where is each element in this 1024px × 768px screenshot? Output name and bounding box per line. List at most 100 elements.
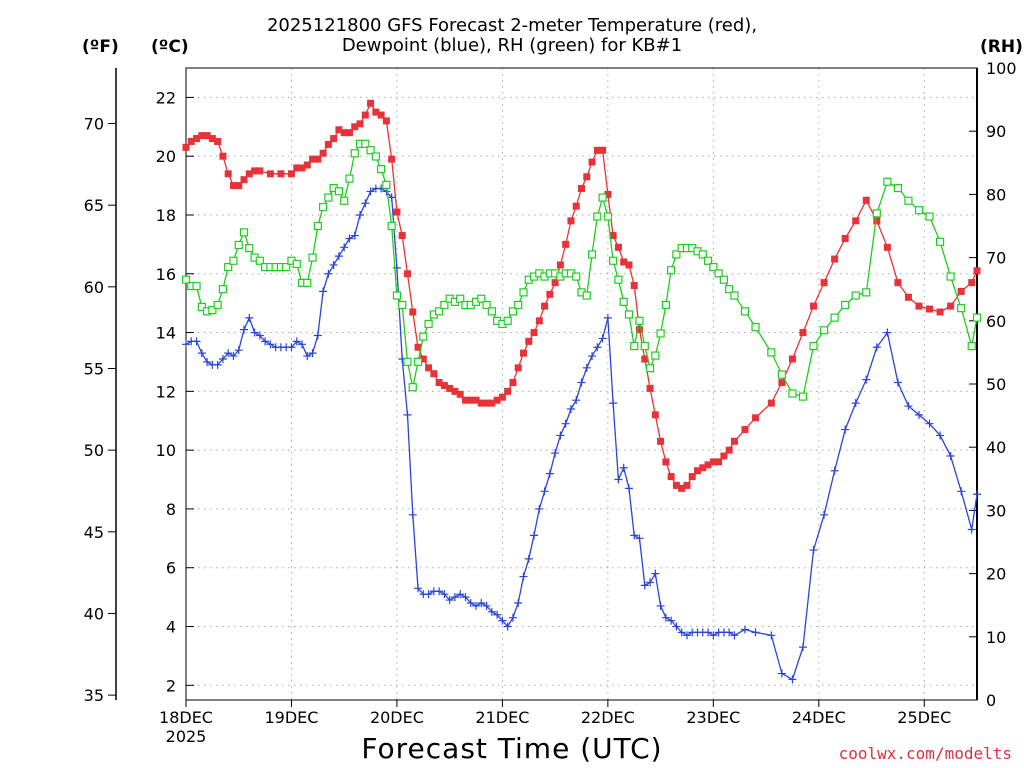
- dewpoint-point: [904, 402, 913, 411]
- temperature-point: [324, 140, 332, 148]
- rh-point: [239, 228, 249, 237]
- temperature-point: [651, 411, 659, 419]
- dewpoint-point: [883, 328, 892, 337]
- rh-tick-label: 30: [986, 501, 1006, 520]
- temperature-point: [425, 364, 433, 372]
- temperature-point: [820, 279, 828, 287]
- temperature-point: [440, 381, 448, 389]
- temperature-point: [446, 384, 454, 392]
- dewpoint-point: [635, 534, 644, 543]
- rh-tick-label: 10: [986, 628, 1006, 647]
- rh-point: [582, 291, 591, 300]
- rh-point: [197, 302, 206, 311]
- fahrenheit-tick-label: 35: [84, 686, 104, 705]
- rh-point: [398, 300, 407, 310]
- dewpoint-line: [185, 187, 978, 681]
- rh-point: [292, 259, 301, 269]
- credit-text[interactable]: coolwx.com/modelts: [838, 744, 1012, 763]
- temperature-point: [483, 399, 491, 407]
- rh-point: [883, 177, 892, 186]
- celsius-tick-label: 12: [156, 382, 176, 401]
- rh-tick-label: 100: [986, 59, 1017, 78]
- rh-point: [972, 313, 982, 322]
- fahrenheit-tick-label: 60: [84, 278, 104, 297]
- dewpoint-point: [514, 598, 523, 607]
- dewpoint-point: [630, 531, 639, 540]
- x-tick-sublabel: 2025: [166, 727, 207, 746]
- title-line-1: 2025121800 GFS Forecast 2-meter Temperat…: [266, 15, 758, 36]
- rh-point: [751, 323, 760, 332]
- x-axis-label: Forecast Time (UTC): [361, 732, 663, 765]
- temperature-point: [208, 135, 216, 143]
- dewpoint-point: [588, 352, 597, 361]
- x-tick-label: 19DEC: [264, 708, 318, 727]
- chart-title: 2025121800 GFS Forecast 2-meter Temperat…: [0, 16, 1024, 56]
- dewpoint-point: [582, 363, 591, 372]
- temperature-point: [214, 137, 222, 145]
- dewpoint-point: [730, 631, 739, 640]
- dewpoint-point: [561, 419, 570, 428]
- dewpoint-point: [556, 431, 565, 440]
- rh-tick-label: 70: [986, 249, 1006, 268]
- temperature-point: [398, 232, 406, 240]
- rh-point: [229, 256, 238, 265]
- temperature-point: [873, 217, 881, 225]
- rh-tick-label: 20: [986, 565, 1006, 584]
- dewpoint-point: [640, 581, 649, 590]
- rh-point: [313, 221, 322, 231]
- temperature-point: [752, 414, 760, 422]
- rh-point: [392, 291, 402, 300]
- temperature-point: [625, 261, 633, 269]
- dewpoint-point: [619, 463, 628, 472]
- temperature-point: [672, 481, 680, 489]
- dewpoint-point: [798, 643, 807, 652]
- temperature-point: [662, 458, 670, 466]
- dewpoint-point: [456, 590, 465, 599]
- rh-point: [213, 300, 222, 310]
- rh-point: [719, 275, 728, 284]
- temperature-point: [182, 143, 190, 151]
- temperature-point: [472, 396, 480, 404]
- temperature-point: [393, 208, 401, 216]
- dewpoint-point: [450, 593, 459, 602]
- fahrenheit-tick-label: 40: [84, 604, 104, 623]
- dewpoint-point: [334, 252, 343, 261]
- dewpoint-point: [936, 431, 945, 440]
- rh-point: [609, 256, 618, 265]
- rh-point: [656, 329, 665, 338]
- rh-point: [635, 316, 644, 325]
- x-tick-label: 22DEC: [581, 708, 635, 727]
- celsius-tick-label: 6: [166, 559, 176, 578]
- dewpoint-point: [245, 313, 254, 322]
- temperature-point: [799, 329, 807, 337]
- rh-point: [788, 389, 797, 398]
- temperature-point: [646, 384, 654, 392]
- fahrenheit-axis-label: (ºF): [82, 37, 119, 57]
- dewpoint-point: [503, 622, 512, 631]
- temperature-point: [224, 170, 232, 178]
- dewpoint-point: [192, 337, 201, 346]
- temperature-point: [810, 302, 818, 310]
- dewpoint-point: [946, 452, 955, 461]
- temperature-point: [709, 458, 717, 466]
- dewpoint-point: [298, 340, 307, 349]
- temperature-point: [551, 279, 559, 287]
- temperature-point: [957, 287, 965, 295]
- dewpoint-point: [361, 199, 370, 208]
- temperature-point: [235, 182, 243, 190]
- temperature-point: [968, 279, 976, 287]
- temperature-point: [509, 379, 517, 387]
- temperature-point: [309, 155, 317, 163]
- temperature-point: [187, 137, 195, 145]
- dewpoint-point: [182, 340, 190, 349]
- celsius-tick-label: 8: [166, 500, 176, 519]
- temperature-point: [535, 317, 543, 325]
- temperature-point: [388, 155, 396, 163]
- temperature-point: [530, 329, 538, 337]
- temperature-point: [683, 481, 691, 489]
- temperature-point: [694, 467, 702, 475]
- celsius-tick-label: 18: [156, 206, 176, 225]
- temperature-point: [203, 132, 211, 140]
- rh-point: [640, 341, 649, 351]
